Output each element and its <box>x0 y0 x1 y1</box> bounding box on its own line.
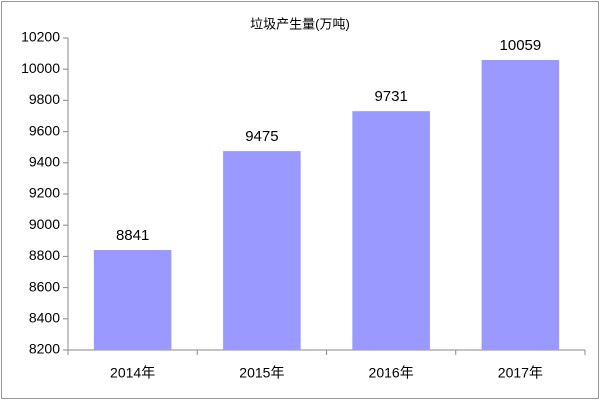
bar <box>223 151 301 350</box>
y-tick-label: 8600 <box>29 278 60 294</box>
y-tick-label: 9200 <box>29 185 60 201</box>
data-label: 10059 <box>500 37 542 54</box>
y-tick-label: 9800 <box>29 91 60 107</box>
bar <box>93 250 172 350</box>
x-tick-label: 2014年 <box>110 365 155 381</box>
y-tick-label: 10000 <box>21 60 60 76</box>
x-tick-label: 2017年 <box>498 365 543 381</box>
y-tick-label: 8800 <box>29 247 60 263</box>
x-tick-label: 2015年 <box>239 365 284 381</box>
chart-title: 垃圾产生量(万吨) <box>250 16 350 31</box>
y-tick-label: 9400 <box>29 154 60 170</box>
y-tick-label: 9600 <box>29 122 60 138</box>
y-tick-label: 8400 <box>29 310 60 326</box>
bar <box>481 59 560 350</box>
x-tick-label: 2016年 <box>369 365 414 381</box>
y-tick-label: 10200 <box>21 29 60 45</box>
data-label: 9731 <box>374 88 407 105</box>
data-label: 9475 <box>245 128 278 145</box>
data-label: 8841 <box>116 227 149 244</box>
bar <box>352 111 430 350</box>
y-tick-label: 9000 <box>29 216 60 232</box>
y-tick-label: 8200 <box>29 341 60 357</box>
